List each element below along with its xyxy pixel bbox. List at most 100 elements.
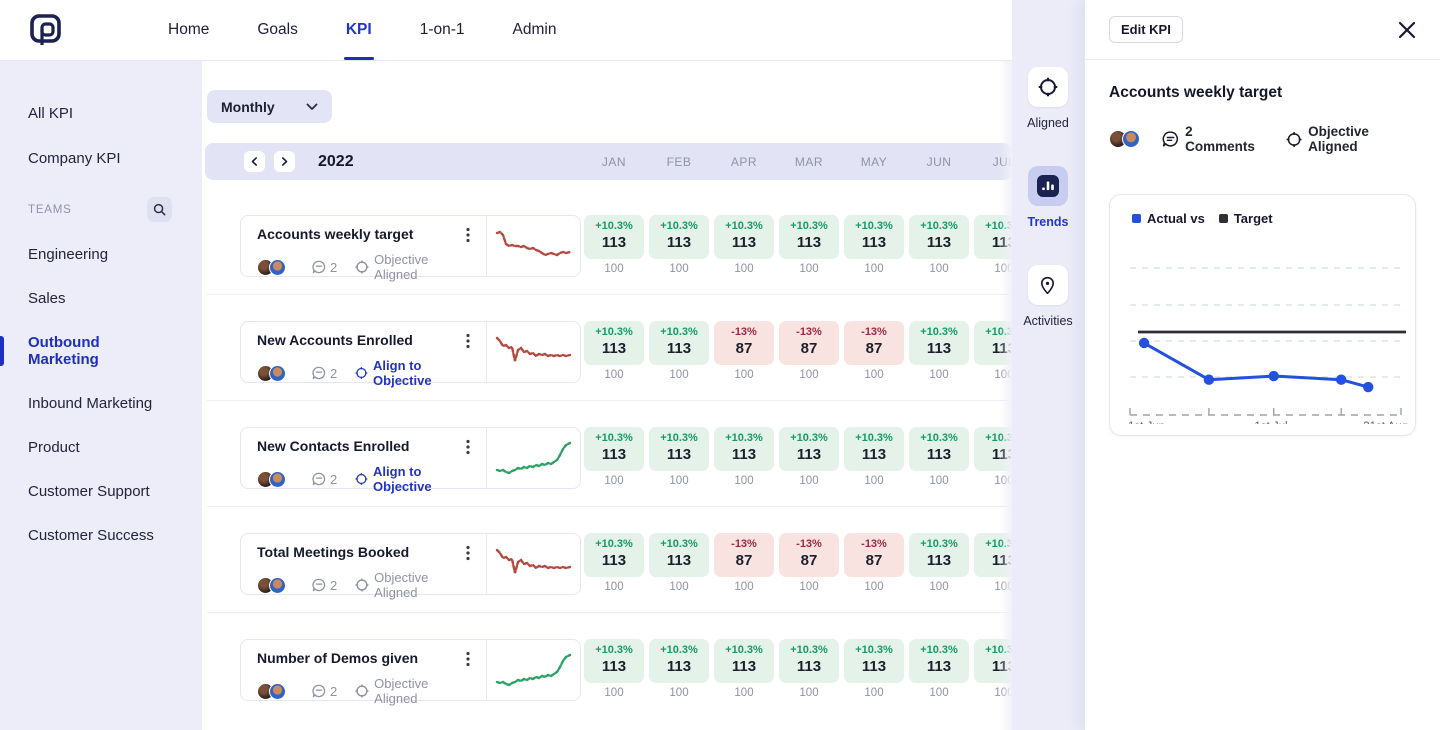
month-value-cell[interactable]: +10.3% 113 100 bbox=[584, 321, 644, 383]
month-value-cell[interactable]: +10.3% 113 100 bbox=[649, 533, 709, 595]
cell-target-value: 100 bbox=[779, 687, 839, 699]
row-alignment[interactable]: Align to Objective bbox=[355, 464, 474, 494]
nav-item-1-on-1[interactable]: 1-on-1 bbox=[420, 0, 465, 60]
kebab-menu-icon[interactable] bbox=[462, 650, 474, 668]
month-value-cell[interactable]: +10.3% 113 100 bbox=[649, 215, 709, 277]
kebab-menu-icon[interactable] bbox=[462, 226, 474, 244]
month-value-cell[interactable]: -13% 87 100 bbox=[714, 533, 774, 595]
row-comments[interactable]: 2 bbox=[312, 578, 337, 593]
sidebar-item-company-kpi[interactable]: Company KPI bbox=[0, 136, 202, 181]
month-value-cell[interactable]: -13% 87 100 bbox=[779, 533, 839, 595]
month-value-cell[interactable]: +10.3% 113 100 bbox=[584, 639, 644, 701]
sparkline bbox=[486, 322, 580, 382]
prev-year-button[interactable] bbox=[244, 151, 265, 172]
close-panel-button[interactable] bbox=[1398, 21, 1416, 39]
month-value-cell[interactable]: +10.3% 113 100 bbox=[584, 533, 644, 595]
next-year-button[interactable] bbox=[274, 151, 295, 172]
row-comments[interactable]: 2 bbox=[312, 684, 337, 699]
trend-chart-card: Actual vs Target 1st Jun1st Jul31st Aug bbox=[1109, 194, 1416, 436]
team-search-button[interactable] bbox=[147, 197, 172, 222]
cell-percent: +10.3% bbox=[649, 220, 709, 232]
sidebar-team-engineering[interactable]: Engineering bbox=[0, 232, 202, 276]
month-value-cell[interactable]: +10.3% 113 100 bbox=[779, 427, 839, 489]
kpi-row[interactable]: Accounts weekly target bbox=[240, 215, 1012, 277]
month-value-cell[interactable]: +10.3% 113 100 bbox=[649, 639, 709, 701]
month-value-cell[interactable]: -13% 87 100 bbox=[779, 321, 839, 383]
kpi-row[interactable]: Number of Demos given bbox=[240, 639, 1012, 701]
month-value-cell[interactable]: +10.3% 113 100 bbox=[584, 427, 644, 489]
app-logo[interactable] bbox=[28, 11, 64, 49]
cell-target-value: 100 bbox=[584, 369, 644, 381]
sidebar-team-sales[interactable]: Sales bbox=[0, 276, 202, 320]
cell-actual-value: 113 bbox=[584, 446, 644, 463]
cell-percent: +10.3% bbox=[779, 644, 839, 656]
month-value-cell[interactable]: +10.3% 113 100 bbox=[909, 321, 969, 383]
sidebar-team-product[interactable]: Product bbox=[0, 425, 202, 469]
month-value-cell[interactable]: +10.3% 113 100 bbox=[779, 215, 839, 277]
month-value-cell[interactable]: +10.3% 113 100 bbox=[844, 639, 904, 701]
rail-button-aligned[interactable] bbox=[1028, 67, 1068, 107]
month-value-cell[interactable]: -13% 87 100 bbox=[844, 321, 904, 383]
kpi-row[interactable]: New Accounts Enrolled bbox=[240, 321, 1012, 383]
month-value-cell[interactable]: +10.3% 113 100 bbox=[714, 639, 774, 701]
kebab-menu-icon[interactable] bbox=[462, 544, 474, 562]
nav-item-kpi[interactable]: KPI bbox=[346, 0, 372, 60]
nav-item-home[interactable]: Home bbox=[168, 0, 209, 60]
month-value-cell[interactable]: +10.3% 113 100 bbox=[714, 215, 774, 277]
cell-target-value: 100 bbox=[844, 369, 904, 381]
month-value-cell[interactable]: -13% 87 100 bbox=[714, 321, 774, 383]
month-value-cell[interactable]: +10.3% 113 100 bbox=[844, 427, 904, 489]
nav-item-goals[interactable]: Goals bbox=[257, 0, 298, 60]
teams-label: TEAMS bbox=[28, 204, 72, 216]
kebab-menu-icon[interactable] bbox=[462, 438, 474, 456]
rail-button-trends[interactable] bbox=[1028, 166, 1068, 206]
kebab-menu-icon[interactable] bbox=[462, 332, 474, 350]
actual-vs-target-chart[interactable]: 1st Jun1st Jul31st Aug bbox=[1114, 226, 1428, 424]
edit-kpi-button[interactable]: Edit KPI bbox=[1109, 16, 1183, 43]
sparkline-down-b bbox=[492, 331, 576, 373]
panel-objective-aligned[interactable]: Objective Aligned bbox=[1286, 124, 1416, 154]
month-value-cell[interactable]: +10.3% 113 100 bbox=[909, 639, 969, 701]
period-dropdown[interactable]: Monthly bbox=[207, 90, 332, 123]
legend-actual-label: Actual vs bbox=[1147, 211, 1205, 226]
kpi-row[interactable]: New Contacts Enrolled bbox=[240, 427, 1012, 489]
month-value-cell[interactable]: +10.3% 113 100 bbox=[909, 427, 969, 489]
month-value-cell[interactable]: +10.3% 113 100 bbox=[909, 533, 969, 595]
month-value-cell[interactable]: -13% 87 100 bbox=[844, 533, 904, 595]
sidebar-team-inbound-marketing[interactable]: Inbound Marketing bbox=[0, 381, 202, 425]
kpi-row[interactable]: Total Meetings Booked bbox=[240, 533, 1012, 595]
month-value-cell[interactable]: +10.3% 113 100 bbox=[844, 215, 904, 277]
rail-button-activities[interactable] bbox=[1028, 265, 1068, 305]
cell-percent: +10.3% bbox=[714, 432, 774, 444]
cell-actual-value: 113 bbox=[909, 446, 969, 463]
sidebar-team-outbound-marketing[interactable]: Outbound Marketing bbox=[0, 320, 202, 381]
row-comments[interactable]: 2 bbox=[312, 472, 337, 487]
row-alignment[interactable]: Objective Aligned bbox=[355, 676, 474, 706]
month-value-cell[interactable]: +10.3% 113 100 bbox=[649, 427, 709, 489]
cell-percent: +10.3% bbox=[649, 538, 709, 550]
cell-actual-value: 113 bbox=[584, 234, 644, 251]
cell-target-value: 100 bbox=[779, 369, 839, 381]
cell-percent: -13% bbox=[714, 326, 774, 338]
month-value-cell[interactable]: +10.3% 113 100 bbox=[779, 639, 839, 701]
row-alignment[interactable]: Objective Aligned bbox=[355, 570, 474, 600]
legend-target-label: Target bbox=[1234, 211, 1273, 226]
row-alignment[interactable]: Align to Objective bbox=[355, 358, 474, 388]
month-value-cell[interactable]: +10.3% 113 100 bbox=[714, 427, 774, 489]
sidebar-team-customer-support[interactable]: Customer Support bbox=[0, 469, 202, 513]
row-comments[interactable]: 2 bbox=[312, 260, 337, 275]
month-value-cell[interactable]: +10.3% 113 100 bbox=[584, 215, 644, 277]
cell-actual-value: 113 bbox=[909, 552, 969, 569]
month-value-cell[interactable]: +10.3% 113 100 bbox=[649, 321, 709, 383]
month-header-may: MAY bbox=[844, 143, 904, 180]
cell-percent: +10.3% bbox=[909, 538, 969, 550]
sidebar-team-customer-success[interactable]: Customer Success bbox=[0, 513, 202, 557]
row-comments[interactable]: 2 bbox=[312, 366, 337, 381]
row-alignment[interactable]: Objective Aligned bbox=[355, 252, 474, 282]
month-value-cell[interactable]: +10.3% 113 100 bbox=[909, 215, 969, 277]
nav-item-admin[interactable]: Admin bbox=[513, 0, 557, 60]
panel-comments[interactable]: 2 Comments bbox=[1162, 124, 1262, 154]
sidebar-item-all-kpi[interactable]: All KPI bbox=[0, 91, 202, 136]
cell-target-value: 100 bbox=[584, 581, 644, 593]
row-separator bbox=[207, 612, 1012, 613]
